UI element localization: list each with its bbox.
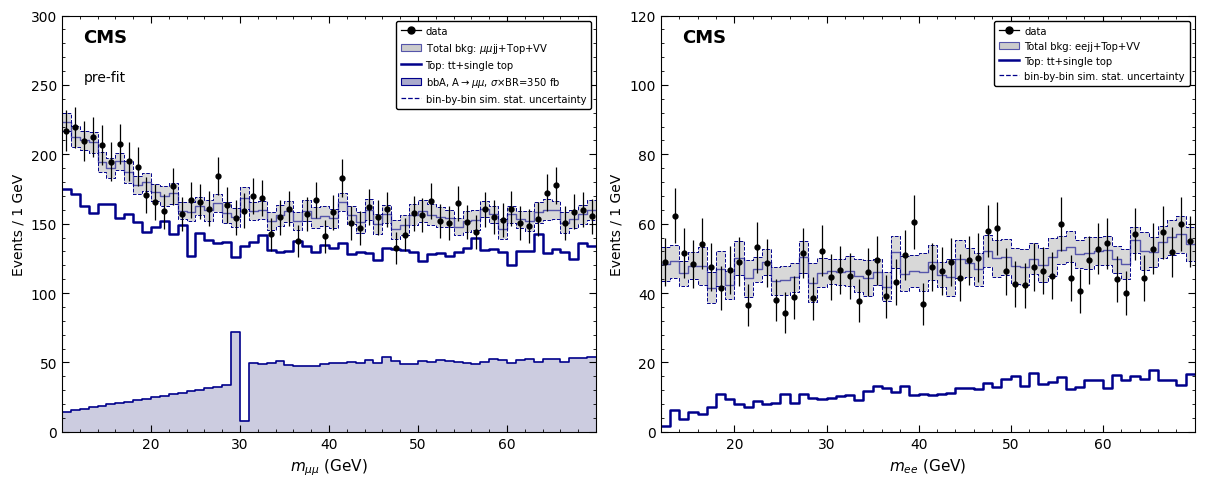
Text: CMS: CMS (683, 29, 726, 47)
Y-axis label: Events / 1 GeV: Events / 1 GeV (610, 173, 624, 275)
Y-axis label: Events / 1 GeV: Events / 1 GeV (11, 173, 25, 275)
X-axis label: $m_{\mu\mu}$ (GeV): $m_{\mu\mu}$ (GeV) (289, 456, 368, 477)
X-axis label: $m_{ee}$ (GeV): $m_{ee}$ (GeV) (889, 456, 966, 475)
Legend: data, Total bkg: eejj+Top+VV, Top: tt+single top, bin-by-bin sim. stat. uncertai: data, Total bkg: eejj+Top+VV, Top: tt+si… (995, 21, 1190, 86)
Legend: data, Total bkg: $\mu\mu$jj+Top+VV, Top: tt+single top, bbA, A$\rightarrow\mu\mu: data, Total bkg: $\mu\mu$jj+Top+VV, Top:… (396, 21, 591, 109)
Text: 19.7 fb$^{-1}$ (8 TeV): 19.7 fb$^{-1}$ (8 TeV) (1077, 29, 1184, 46)
Text: CMS: CMS (83, 29, 128, 47)
Text: 19.7 fb$^{-1}$ (8 TeV): 19.7 fb$^{-1}$ (8 TeV) (479, 29, 585, 46)
Text: pre-fit: pre-fit (83, 71, 125, 84)
